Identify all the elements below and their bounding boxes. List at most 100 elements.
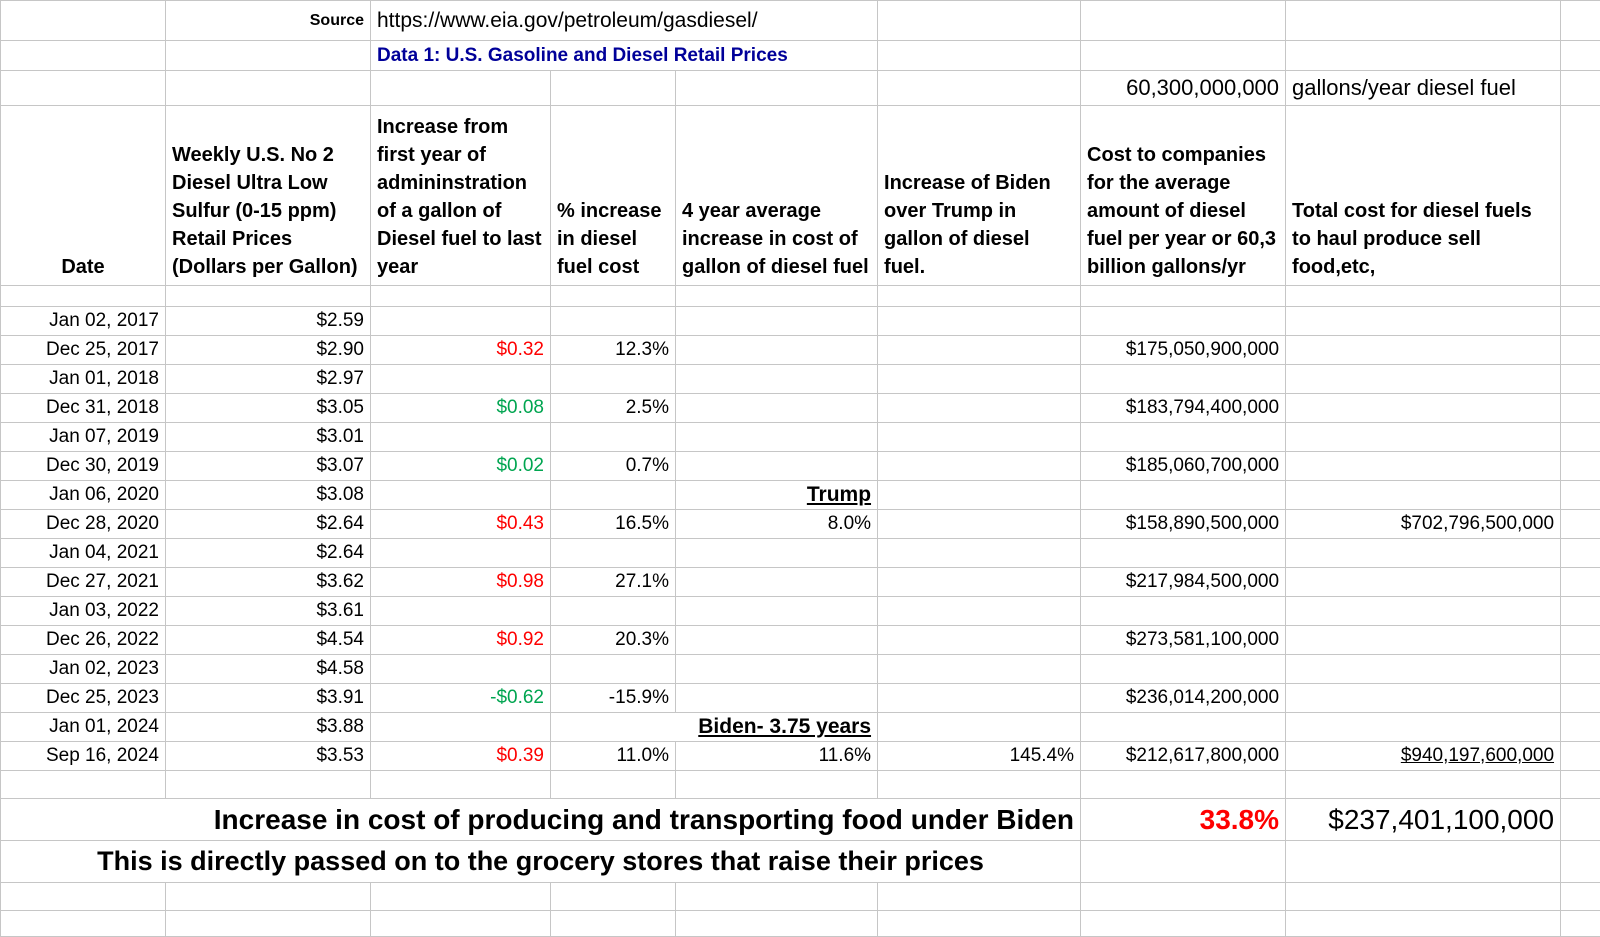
- summary-line1[interactable]: Increase in cost of producing and transp…: [0, 798, 1082, 841]
- cell-empty[interactable]: [0, 40, 166, 71]
- cell-empty[interactable]: [0, 910, 166, 937]
- cell-price[interactable]: $2.64: [165, 509, 371, 539]
- cell-increase[interactable]: $0.98: [370, 567, 551, 597]
- cell-date[interactable]: Jan 01, 2024: [0, 712, 166, 742]
- cell-date[interactable]: Dec 28, 2020: [0, 509, 166, 539]
- cell-empty[interactable]: [0, 770, 166, 799]
- cell-empty[interactable]: [1560, 770, 1600, 799]
- cell-pct-increase[interactable]: [550, 596, 676, 626]
- cell-increase[interactable]: [370, 654, 551, 684]
- cell-empty[interactable]: [370, 910, 551, 937]
- cell-pct-increase[interactable]: 27.1%: [550, 567, 676, 597]
- cell-price[interactable]: $2.59: [165, 306, 371, 336]
- cell-increase[interactable]: [370, 538, 551, 568]
- cell-biden-over-trump[interactable]: [877, 335, 1082, 365]
- cell-empty[interactable]: [550, 770, 676, 799]
- cell-empty[interactable]: [0, 70, 166, 106]
- cell-empty[interactable]: [1560, 538, 1600, 568]
- cell-increase[interactable]: $0.08: [370, 393, 551, 423]
- cell-cost-per-year[interactable]: $273,581,100,000: [1080, 625, 1287, 655]
- cell-empty[interactable]: [1560, 335, 1600, 365]
- gallons-value[interactable]: 60,300,000,000: [1080, 70, 1287, 106]
- header-biden-over-trump[interactable]: Increase of Biden over Trump in gallon o…: [877, 105, 1082, 286]
- cell-cost-per-year[interactable]: $185,060,700,000: [1080, 451, 1287, 481]
- source-url[interactable]: https://www.eia.gov/petroleum/gasdiesel/: [369, 0, 879, 41]
- cell-cost-per-year[interactable]: $212,617,800,000: [1080, 741, 1287, 771]
- cell-empty[interactable]: [1080, 285, 1287, 307]
- cell-empty[interactable]: [1285, 770, 1562, 799]
- cell-biden-over-trump[interactable]: 145.4%: [877, 741, 1082, 771]
- cell-empty[interactable]: [674, 910, 879, 937]
- cell-empty[interactable]: [165, 770, 371, 799]
- gallons-unit-label[interactable]: gallons/year diesel fuel: [1285, 70, 1562, 106]
- cell-empty[interactable]: [1285, 882, 1562, 911]
- cell-cost-per-year[interactable]: $217,984,500,000: [1080, 567, 1287, 597]
- cell-cost-per-year[interactable]: [1080, 596, 1287, 626]
- cell-empty[interactable]: [877, 770, 1082, 799]
- header-cost-per-year[interactable]: Cost to companies for the average amount…: [1080, 105, 1287, 286]
- cell-price[interactable]: $3.07: [165, 451, 371, 481]
- cell-empty[interactable]: [1080, 40, 1287, 71]
- cell-pct-increase[interactable]: [550, 422, 676, 452]
- cell-avg-increase[interactable]: [674, 335, 879, 365]
- cell-total-cost[interactable]: [1285, 683, 1562, 713]
- cell-total-cost[interactable]: [1285, 712, 1562, 742]
- cell-date[interactable]: Jan 02, 2023: [0, 654, 166, 684]
- cell-empty[interactable]: [165, 910, 371, 937]
- cell-price[interactable]: $3.01: [165, 422, 371, 452]
- cell-price[interactable]: $2.64: [165, 538, 371, 568]
- cell-date[interactable]: Dec 30, 2019: [0, 451, 166, 481]
- cell-date[interactable]: Jan 03, 2022: [0, 596, 166, 626]
- cell-empty[interactable]: [1285, 0, 1562, 41]
- cell-empty[interactable]: [1080, 882, 1287, 911]
- cell-empty[interactable]: [550, 285, 676, 307]
- cell-empty[interactable]: [877, 70, 1082, 106]
- sheet-subtitle[interactable]: Data 1: U.S. Gasoline and Diesel Retail …: [369, 40, 879, 71]
- cell-empty[interactable]: [165, 882, 371, 911]
- cell-pct-increase[interactable]: [550, 654, 676, 684]
- cell-increase[interactable]: $0.32: [370, 335, 551, 365]
- cell-pct-increase[interactable]: [550, 480, 676, 510]
- cell-empty[interactable]: [1080, 840, 1287, 883]
- cell-avg-increase[interactable]: [674, 306, 879, 336]
- cell-empty[interactable]: [0, 882, 166, 911]
- cell-empty[interactable]: [1560, 910, 1600, 937]
- source-label[interactable]: Source: [165, 0, 371, 41]
- cell-empty[interactable]: [877, 882, 1082, 911]
- cell-cost-per-year[interactable]: $183,794,400,000: [1080, 393, 1287, 423]
- cell-empty[interactable]: [674, 285, 879, 307]
- cell-price[interactable]: $4.54: [165, 625, 371, 655]
- cell-price[interactable]: $3.61: [165, 596, 371, 626]
- cell-biden-over-trump[interactable]: [877, 306, 1082, 336]
- cell-empty[interactable]: [1560, 712, 1600, 742]
- cell-avg-increase[interactable]: 8.0%: [674, 509, 879, 539]
- cell-date[interactable]: Dec 31, 2018: [0, 393, 166, 423]
- cell-pct-increase[interactable]: 12.3%: [550, 335, 676, 365]
- cell-cost-per-year[interactable]: [1080, 480, 1287, 510]
- cell-avg-increase[interactable]: [674, 451, 879, 481]
- cell-empty[interactable]: [550, 882, 676, 911]
- cell-empty[interactable]: [370, 285, 551, 307]
- cell-cost-per-year[interactable]: [1080, 364, 1287, 394]
- cell-empty[interactable]: [1560, 0, 1600, 41]
- cell-increase[interactable]: $0.02: [370, 451, 551, 481]
- cell-empty[interactable]: [1560, 882, 1600, 911]
- cell-pct-increase[interactable]: 2.5%: [550, 393, 676, 423]
- header-avg-increase[interactable]: 4 year average increase in cost of gallo…: [674, 105, 879, 286]
- cell-increase[interactable]: $0.39: [370, 741, 551, 771]
- cell-biden-over-trump[interactable]: [877, 451, 1082, 481]
- cell-total-cost[interactable]: [1285, 538, 1562, 568]
- cell-increase[interactable]: -$0.62: [370, 683, 551, 713]
- cell-empty[interactable]: [0, 0, 166, 41]
- cell-empty[interactable]: [1560, 625, 1600, 655]
- cell-increase[interactable]: [370, 712, 551, 742]
- header-pct-increase[interactable]: % increase in diesel fuel cost: [550, 105, 676, 286]
- cell-biden-over-trump[interactable]: [877, 596, 1082, 626]
- cell-empty[interactable]: [1560, 654, 1600, 684]
- cell-date[interactable]: Dec 25, 2023: [0, 683, 166, 713]
- cell-total-cost[interactable]: [1285, 480, 1562, 510]
- cell-increase[interactable]: [370, 306, 551, 336]
- cell-empty[interactable]: [370, 770, 551, 799]
- cell-date[interactable]: Jan 02, 2017: [0, 306, 166, 336]
- era-label-trump[interactable]: Trump: [674, 480, 879, 510]
